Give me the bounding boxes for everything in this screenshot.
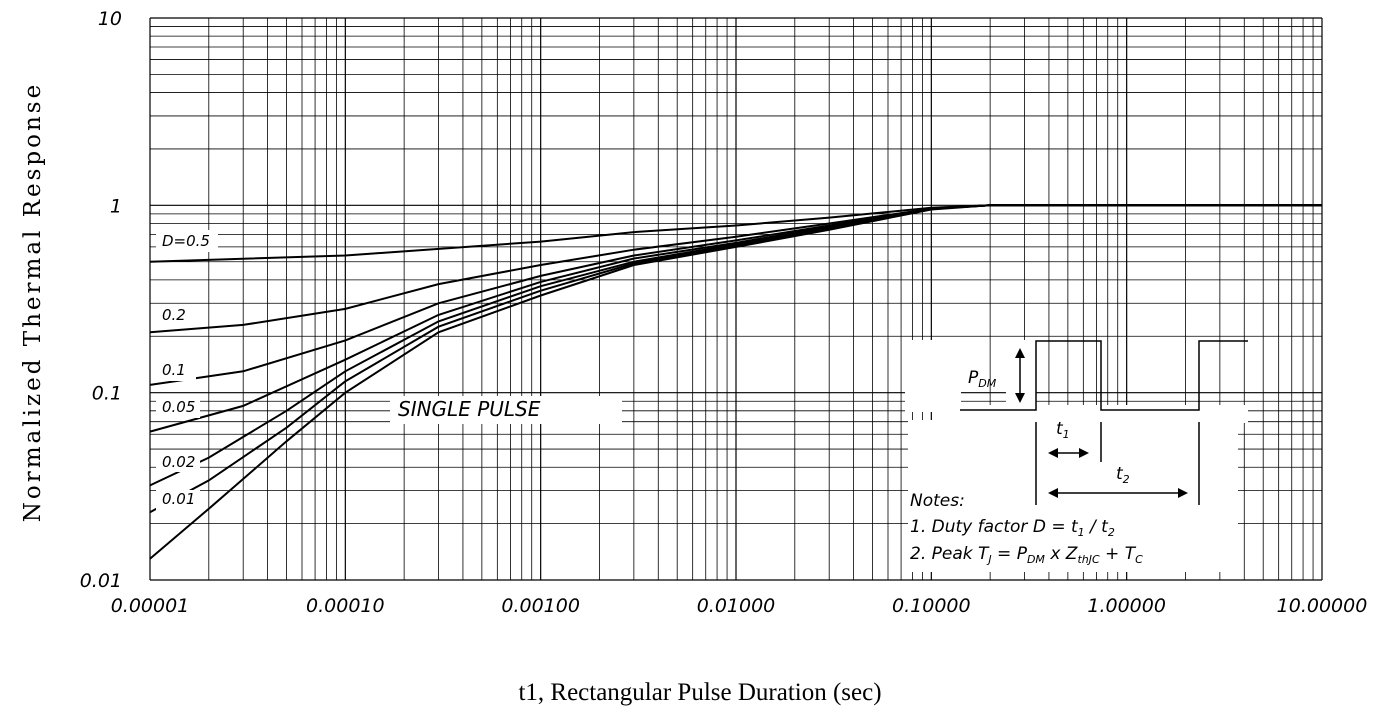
- notes-background: [960, 405, 1248, 423]
- axis-ticks: 0.00001 0.00010 0.00100 0.01000 0.10000 1.000…: [80, 8, 1368, 617]
- label-background: [156, 490, 200, 510]
- notes-line-1: 1. Duty factor D = t1 / t2: [910, 517, 1115, 539]
- t2-label: t2: [1116, 464, 1130, 486]
- curve-label-005: 0.05: [162, 398, 195, 416]
- curve-label-d05: D=0.5: [162, 232, 210, 250]
- x-tick-label: 0.00100: [501, 595, 580, 617]
- pdm-arrow-head-down: [1015, 393, 1025, 403]
- notes-background: [908, 420, 1238, 572]
- label-background: [156, 361, 196, 381]
- x-tick-label: 0.01000: [697, 595, 776, 617]
- notes-block: Notes: 1. Duty factor D = t1 / t2 2. Pea…: [910, 491, 1143, 566]
- response-curves: [149, 204, 1322, 560]
- curve-label-backgrounds: [156, 230, 1248, 572]
- curve-label-01: 0.1: [162, 361, 186, 379]
- label-background: [156, 306, 196, 326]
- label-background: [156, 398, 200, 418]
- y-tick-label: 0.1: [92, 383, 122, 405]
- pulse-waveform-inset: PDM t1 t2: [960, 340, 1248, 505]
- single-pulse-label: SINGLE PULSE: [398, 397, 541, 421]
- x-tick-label: 0.00010: [306, 595, 385, 617]
- t1-label: t1: [1056, 419, 1070, 441]
- pdm-arrow-head-up: [1015, 348, 1025, 358]
- x-tick-label: 0.00001: [111, 595, 190, 617]
- notes-line-2: 2. Peak TJ = PDM x ZthJC + TC: [910, 544, 1143, 566]
- t1-arrow-head-left: [1048, 448, 1058, 458]
- y-tick-label: 0.01: [80, 570, 122, 592]
- t2-arrow-head-right: [1178, 488, 1188, 498]
- pdm-label: PDM: [968, 368, 997, 390]
- curve-label-02: 0.2: [162, 306, 186, 324]
- label-background: [156, 452, 200, 472]
- x-tick-label: 10.00000: [1277, 595, 1368, 617]
- y-axis-label: Normalized Thermal Response: [20, 82, 46, 522]
- curve-6: [149, 204, 1322, 560]
- label-background: [905, 340, 961, 412]
- label-background: [390, 396, 622, 424]
- x-tick-label: 1.00000: [1087, 595, 1166, 617]
- curve-label-001: 0.01: [162, 490, 195, 508]
- y-tick-label: 1: [110, 195, 122, 217]
- label-background: [156, 230, 218, 252]
- curve-label-002: 0.02: [162, 453, 195, 471]
- t1-arrow-head-right: [1079, 448, 1089, 458]
- t2-arrow-head-left: [1048, 488, 1058, 498]
- notes-title: Notes:: [910, 491, 965, 511]
- x-axis-label: t1, Rectangular Pulse Duration (sec): [518, 679, 881, 706]
- x-tick-label: 0.10000: [892, 595, 971, 617]
- pulse-waveform: [960, 340, 1248, 411]
- y-tick-label: 10: [98, 8, 122, 30]
